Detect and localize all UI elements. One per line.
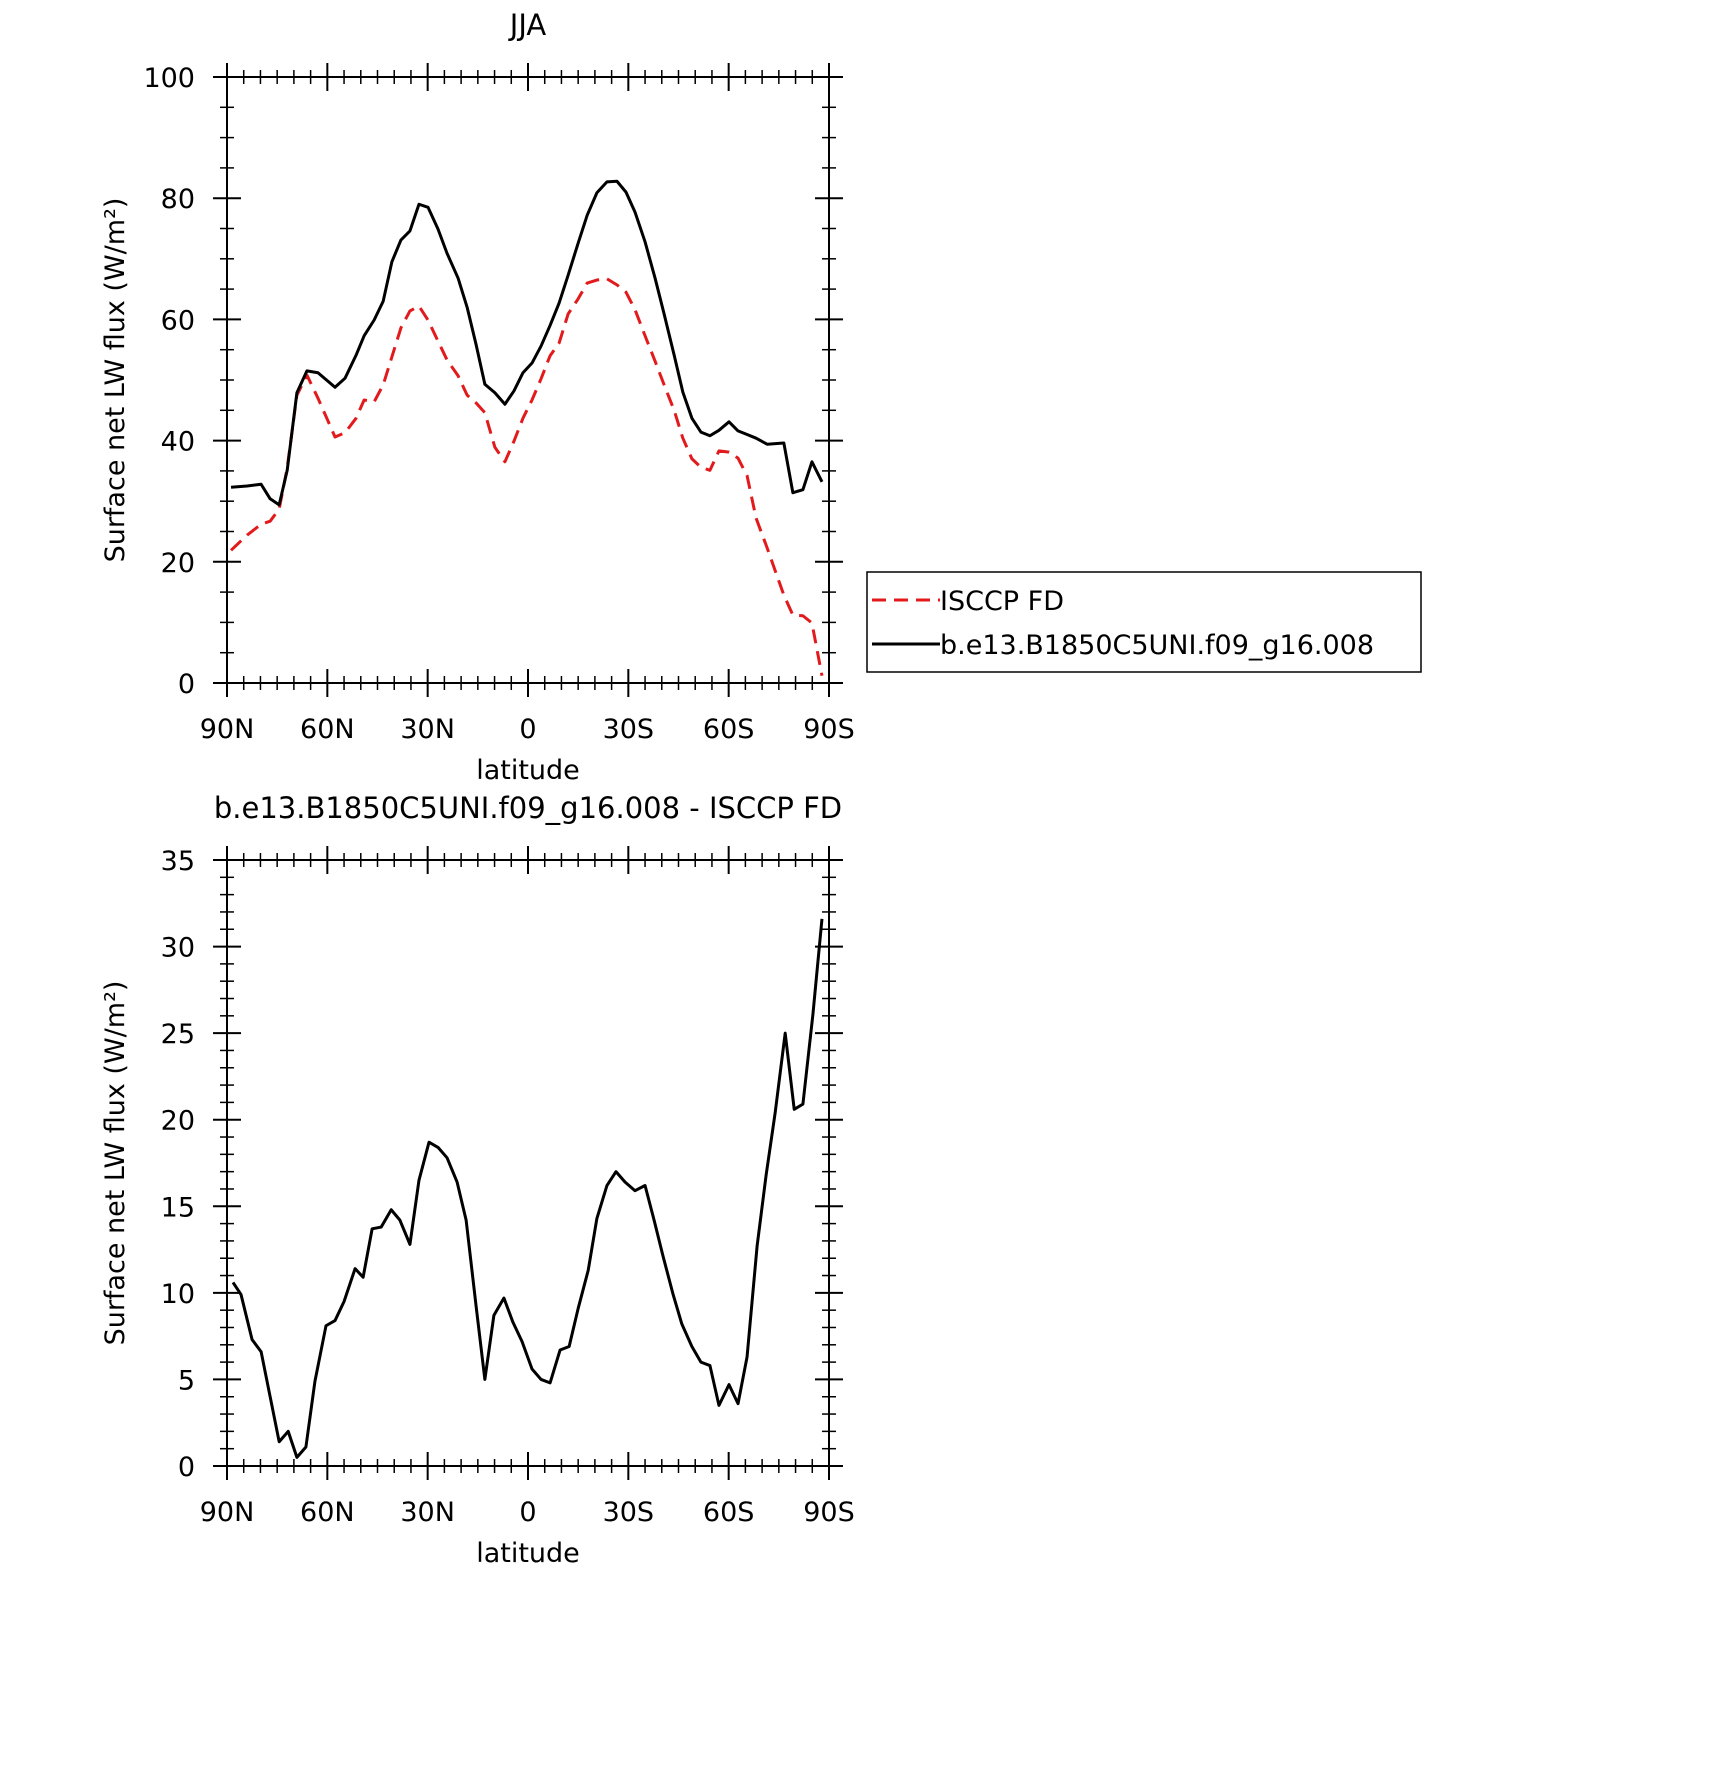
legend-label: ISCCP FD [940, 586, 1064, 617]
x-tick-label: 60S [703, 1497, 755, 1528]
y-tick-label: 15 [161, 1192, 195, 1223]
data-line [230, 179, 824, 507]
legend: ISCCP FD b.e13.B1850C5UNI.f09_g16.008 [866, 571, 1422, 673]
y-tick-label: 10 [161, 1279, 195, 1310]
x-tick-label: 30S [603, 714, 655, 745]
x-tick-label: 90S [803, 1497, 855, 1528]
x-tick-label: 90N [200, 1497, 255, 1528]
plot-frame [226, 76, 830, 684]
x-tick-label: 90N [200, 714, 255, 745]
y-tick-label: 30 [161, 933, 195, 964]
data-line [229, 277, 824, 677]
x-tick-label: 90S [803, 714, 855, 745]
x-tick-label: 30N [400, 714, 455, 745]
x-axis-title: latitude [476, 755, 580, 786]
y-tick-label: 20 [161, 1106, 195, 1137]
x-tick-label: 60S [703, 714, 755, 745]
x-tick-label: 30N [400, 1497, 455, 1528]
x-axis-title: latitude [476, 1538, 580, 1569]
x-tick-label: 0 [519, 714, 536, 745]
x-tick-label: 60N [300, 1497, 355, 1528]
y-tick-label: 0 [178, 1452, 195, 1483]
y-tick-label: 80 [161, 184, 195, 215]
y-tick-label: 5 [178, 1365, 195, 1396]
y-axis-title: Surface net LW flux (W/m²) [100, 198, 131, 563]
x-tick-label: 0 [519, 1497, 536, 1528]
chart-title: JJA [508, 8, 547, 42]
y-tick-label: 40 [161, 427, 195, 458]
chart-title: b.e13.B1850C5UNI.f09_g16.008 - ISCCP FD [214, 791, 842, 825]
y-tick-label: 20 [161, 548, 195, 579]
legend-box [866, 571, 1422, 673]
y-tick-label: 25 [161, 1019, 195, 1050]
x-tick-label: 30S [603, 1497, 655, 1528]
y-tick-label: 100 [143, 63, 195, 94]
y-axis-title: Surface net LW flux (W/m²) [100, 981, 131, 1346]
y-tick-label: 0 [178, 669, 195, 700]
data-line [231, 918, 824, 1459]
x-tick-label: 60N [300, 714, 355, 745]
y-tick-label: 35 [161, 846, 195, 877]
legend-label: b.e13.B1850C5UNI.f09_g16.008 [940, 630, 1374, 661]
y-tick-label: 60 [161, 305, 195, 336]
